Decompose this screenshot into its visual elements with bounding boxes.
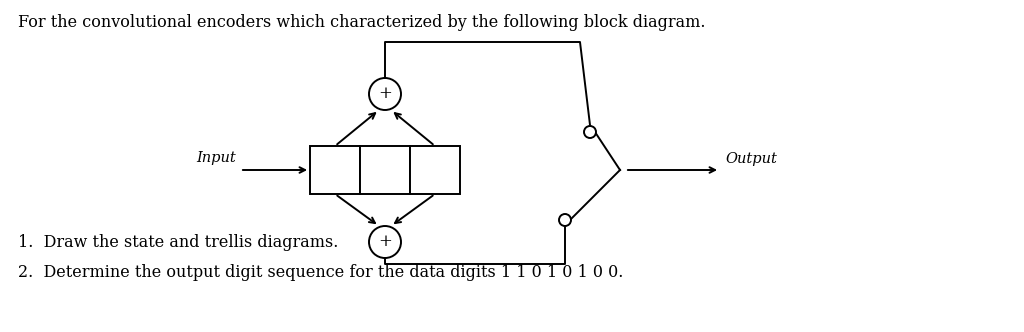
Text: 2.  Determine the output digit sequence for the data digits 1 1 0 1 0 1 0 0.: 2. Determine the output digit sequence f… <box>18 264 624 281</box>
Bar <box>410 146 460 194</box>
Text: 1.  Draw the state and trellis diagrams.: 1. Draw the state and trellis diagrams. <box>18 234 338 251</box>
Text: Output: Output <box>725 152 777 166</box>
Circle shape <box>559 214 571 226</box>
Circle shape <box>369 78 401 110</box>
Circle shape <box>369 226 401 258</box>
Text: For the convolutional encoders which characterized by the following block diagra: For the convolutional encoders which cha… <box>18 14 706 31</box>
Text: +: + <box>378 232 392 250</box>
Bar <box>310 146 360 194</box>
Text: +: + <box>378 85 392 102</box>
Bar <box>360 146 410 194</box>
Circle shape <box>584 126 596 138</box>
Text: Input: Input <box>197 151 236 165</box>
